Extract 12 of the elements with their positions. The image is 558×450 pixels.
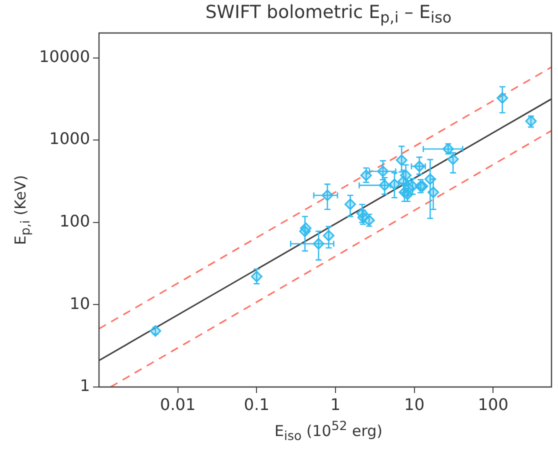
- x-tick-label: 1: [330, 394, 341, 414]
- y-tick-label: 1000: [49, 129, 90, 148]
- chart-title: SWIFT bolometric E$_{p,i}$ – E$_{iso}$: [204, 2, 453, 27]
- y-tick-label: 10000: [39, 46, 90, 66]
- y-tick-label: 100: [59, 212, 90, 231]
- y-tick-label: 10: [70, 294, 90, 313]
- x-axis-title: E$_{iso}$ (10$^{52}$ erg): [273, 418, 384, 443]
- x-tick-label: 10: [404, 394, 424, 414]
- x-tick-label: 0.1: [244, 394, 270, 414]
- y-tick-label: 1: [80, 376, 90, 396]
- x-tick-label: 100: [478, 394, 508, 414]
- x-tick-label: 0.01: [160, 394, 196, 414]
